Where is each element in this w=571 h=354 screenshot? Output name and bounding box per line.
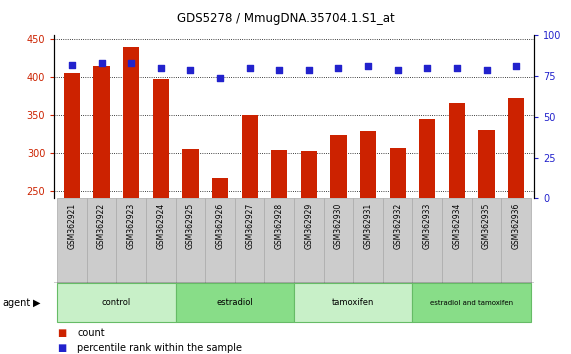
Bar: [182, 149, 199, 198]
Bar: [478, 130, 494, 198]
Bar: [64, 73, 80, 198]
Text: GDS5278 / MmugDNA.35704.1.S1_at: GDS5278 / MmugDNA.35704.1.S1_at: [176, 12, 395, 25]
Bar: [87, 198, 116, 283]
Bar: [176, 198, 205, 283]
Point: [393, 67, 402, 73]
Text: estradiol: estradiol: [216, 298, 253, 307]
Bar: [324, 198, 353, 283]
Bar: [501, 198, 531, 283]
Text: GSM362930: GSM362930: [334, 202, 343, 249]
Bar: [331, 135, 347, 198]
Point: [67, 62, 77, 68]
Point: [423, 65, 432, 71]
Bar: [176, 283, 294, 322]
Text: GSM362936: GSM362936: [512, 202, 521, 249]
Bar: [242, 115, 258, 198]
Text: GSM362929: GSM362929: [304, 202, 313, 249]
Bar: [383, 198, 412, 283]
Text: GSM362924: GSM362924: [156, 202, 166, 249]
Text: tamoxifen: tamoxifen: [332, 298, 375, 307]
Bar: [205, 198, 235, 283]
Text: ▶: ▶: [33, 298, 40, 308]
Text: count: count: [77, 329, 104, 338]
Text: control: control: [102, 298, 131, 307]
Text: GSM362935: GSM362935: [482, 202, 491, 249]
Bar: [123, 47, 139, 198]
Point: [275, 67, 284, 73]
Bar: [442, 198, 472, 283]
Point: [156, 65, 166, 71]
Bar: [412, 198, 442, 283]
Point: [127, 60, 136, 66]
Bar: [212, 178, 228, 198]
Point: [364, 63, 373, 69]
Text: GSM362932: GSM362932: [393, 202, 402, 249]
Point: [97, 60, 106, 66]
Text: GSM362927: GSM362927: [245, 202, 254, 249]
Bar: [449, 103, 465, 198]
Bar: [301, 150, 317, 198]
Point: [482, 67, 491, 73]
Point: [245, 65, 254, 71]
Text: ■: ■: [57, 343, 66, 353]
Bar: [360, 131, 376, 198]
Bar: [271, 150, 287, 198]
Point: [186, 67, 195, 73]
Point: [334, 65, 343, 71]
Bar: [57, 283, 176, 322]
Bar: [116, 198, 146, 283]
Bar: [146, 198, 176, 283]
Text: GSM362934: GSM362934: [452, 202, 461, 249]
Text: GSM362931: GSM362931: [364, 202, 373, 249]
Bar: [152, 79, 169, 198]
Text: GSM362922: GSM362922: [97, 202, 106, 249]
Bar: [235, 198, 264, 283]
Bar: [264, 198, 294, 283]
Bar: [94, 66, 110, 198]
Text: GSM362921: GSM362921: [67, 202, 77, 249]
Bar: [472, 198, 501, 283]
Text: agent: agent: [3, 298, 31, 308]
Bar: [294, 198, 324, 283]
Bar: [389, 148, 406, 198]
Point: [304, 67, 313, 73]
Bar: [294, 283, 412, 322]
Text: estradiol and tamoxifen: estradiol and tamoxifen: [430, 300, 513, 306]
Text: GSM362933: GSM362933: [423, 202, 432, 249]
Bar: [419, 119, 436, 198]
Text: GSM362923: GSM362923: [127, 202, 136, 249]
Bar: [57, 198, 87, 283]
Text: GSM362925: GSM362925: [186, 202, 195, 249]
Bar: [353, 198, 383, 283]
Text: percentile rank within the sample: percentile rank within the sample: [77, 343, 242, 353]
Point: [452, 65, 461, 71]
Bar: [508, 98, 524, 198]
Point: [512, 63, 521, 69]
Bar: [412, 283, 531, 322]
Text: ■: ■: [57, 329, 66, 338]
Point: [215, 75, 224, 81]
Text: GSM362926: GSM362926: [215, 202, 224, 249]
Text: GSM362928: GSM362928: [275, 202, 284, 249]
